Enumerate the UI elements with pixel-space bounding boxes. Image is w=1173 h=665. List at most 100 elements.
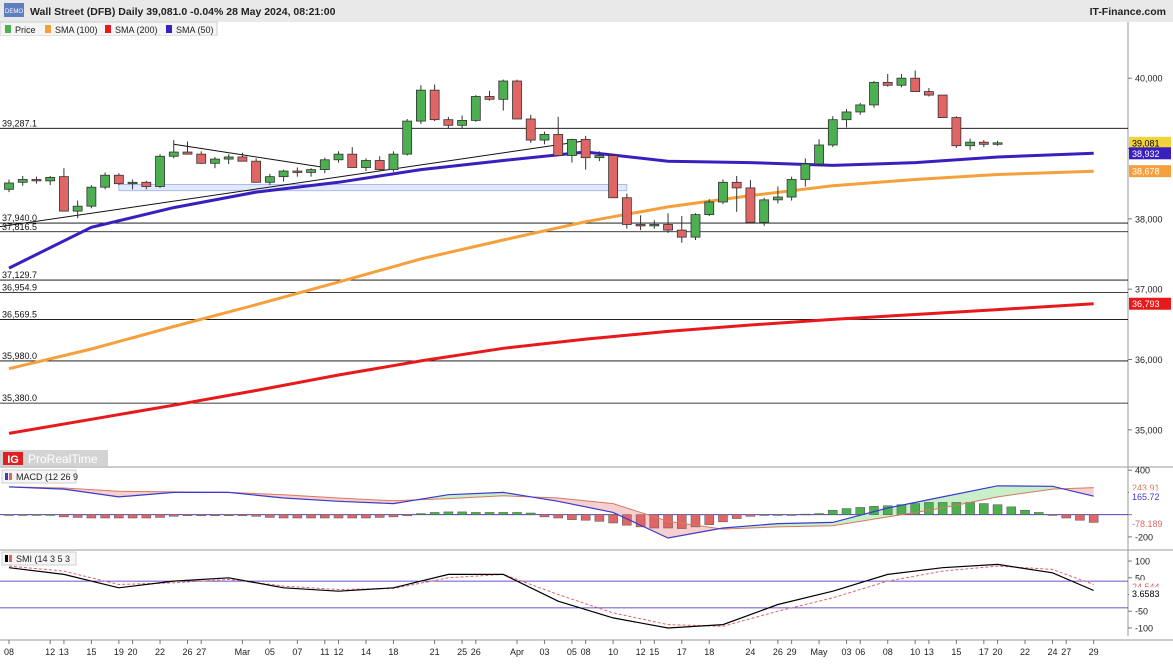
candle [828, 116, 837, 147]
candle-body-down [526, 119, 535, 140]
candle-body-down [924, 92, 933, 96]
candle [691, 213, 700, 240]
macd-histogram-bar [526, 513, 535, 515]
candle-body-up [869, 82, 878, 105]
macd-histogram-bar [567, 515, 576, 520]
candle-body-down [430, 90, 439, 120]
candle-body-down [32, 179, 41, 180]
macd-histogram-bar [499, 512, 508, 514]
candle [471, 95, 480, 122]
legend: Price SMA (100) SMA (200) SMA (50) [0, 22, 217, 36]
macd-histogram-bar [732, 515, 741, 519]
candle-body-up [966, 142, 975, 146]
macd-histogram-bar [540, 515, 549, 517]
macd-histogram-bar [389, 515, 398, 517]
watermark: IG ProRealTime [0, 450, 108, 467]
macd-histogram-bar [773, 515, 782, 516]
x-tick-label: 27 [196, 647, 206, 657]
macd-histogram-bar [856, 507, 865, 514]
support-line-label: 35,380.0 [2, 393, 37, 403]
price-last-label: 36,793 [1132, 299, 1160, 309]
candle-body-down [609, 156, 618, 198]
macd-histogram-bar [348, 515, 357, 518]
macd-histogram-bar [361, 515, 370, 518]
macd-histogram-bar [320, 515, 329, 518]
macd-histogram-bar [746, 515, 755, 517]
x-tick-label: 08 [883, 647, 893, 657]
price-y-tick-label: 36,000 [1135, 355, 1163, 365]
candle-body-up [993, 143, 1002, 144]
smi-y-tick-label: 100 [1135, 557, 1150, 567]
macd-histogram-bar [924, 502, 933, 514]
macd-histogram-bar [471, 512, 480, 514]
x-tick-label: 08 [581, 647, 591, 657]
candle-body-down [238, 157, 247, 161]
x-tick-label: 25 [457, 647, 467, 657]
support-line-label: 39,287.1 [2, 118, 37, 128]
smi-title-box: SMI (14 3 5 3 [2, 552, 76, 565]
price-last-label: 39,081 [1132, 138, 1160, 148]
legend-swatch-sma50 [166, 25, 172, 33]
price-y-tick-label: 35,000 [1135, 425, 1163, 435]
candle-body-down [252, 161, 261, 182]
candle-body-down [114, 175, 123, 183]
macd-histogram-bar [458, 512, 467, 515]
smi-title: SMI (14 3 5 3 [16, 554, 70, 564]
macd-histogram-bar [828, 510, 837, 514]
candle-body-up [787, 179, 796, 197]
candle-body-down [952, 118, 961, 146]
x-tick-label: 12 [334, 647, 344, 657]
macd-histogram-bar [842, 509, 851, 515]
candle-body-up [307, 170, 316, 173]
macd-histogram-bar [210, 515, 219, 516]
candle-body-down [883, 82, 892, 85]
x-tick-label: 15 [86, 647, 96, 657]
candle [252, 158, 261, 182]
price-y-tick-label: 38,000 [1135, 214, 1163, 224]
macd-y-tick-label: 400 [1135, 466, 1150, 476]
candle-body-down [938, 95, 947, 118]
candle [938, 95, 947, 118]
candle-body-up [361, 160, 370, 167]
macd-histogram-bar [279, 515, 288, 518]
candle-body-up [595, 156, 604, 158]
x-tick-label: 29 [1089, 647, 1099, 657]
candle [952, 116, 961, 148]
macd-histogram-bar [375, 515, 384, 518]
macd-histogram-bar [815, 514, 824, 515]
macd-histogram-bar [609, 515, 618, 523]
candle-body-down [554, 134, 563, 155]
macd-histogram-bar [787, 515, 796, 516]
candle-body-up [828, 120, 837, 145]
candle-body-up [101, 175, 110, 187]
candle-body-up [403, 121, 412, 154]
price-panel: 35,00036,00037,00038,00039,00040,00039,2… [0, 22, 1171, 636]
candle-body-down [513, 81, 522, 119]
x-tick-label: Mar [235, 647, 251, 657]
candle-body-up [897, 78, 906, 85]
macd-histogram-bar [59, 515, 68, 517]
x-tick-label: 24 [1047, 647, 1057, 657]
candle-body-up [265, 177, 274, 183]
macd-histogram-bar [5, 515, 14, 516]
candle [718, 179, 727, 204]
candle-body-down [677, 230, 686, 237]
candle-body-up [224, 157, 233, 159]
candle [705, 199, 714, 216]
watermark-text: ProRealTime [28, 452, 98, 466]
price-last-label: 38,932 [1132, 149, 1160, 159]
candle [416, 85, 425, 124]
macd-histogram-bar [705, 515, 714, 525]
candle [389, 151, 398, 171]
macd-histogram-bar [87, 515, 96, 518]
legend-swatch-sma200 [105, 25, 111, 33]
macd-histogram-bar [18, 515, 27, 516]
candle-body-down [622, 198, 631, 225]
x-tick-label: 11 [320, 647, 329, 657]
macd-histogram-bar [1075, 515, 1084, 521]
candle-body-up [156, 156, 165, 186]
candle-body-up [705, 202, 714, 215]
